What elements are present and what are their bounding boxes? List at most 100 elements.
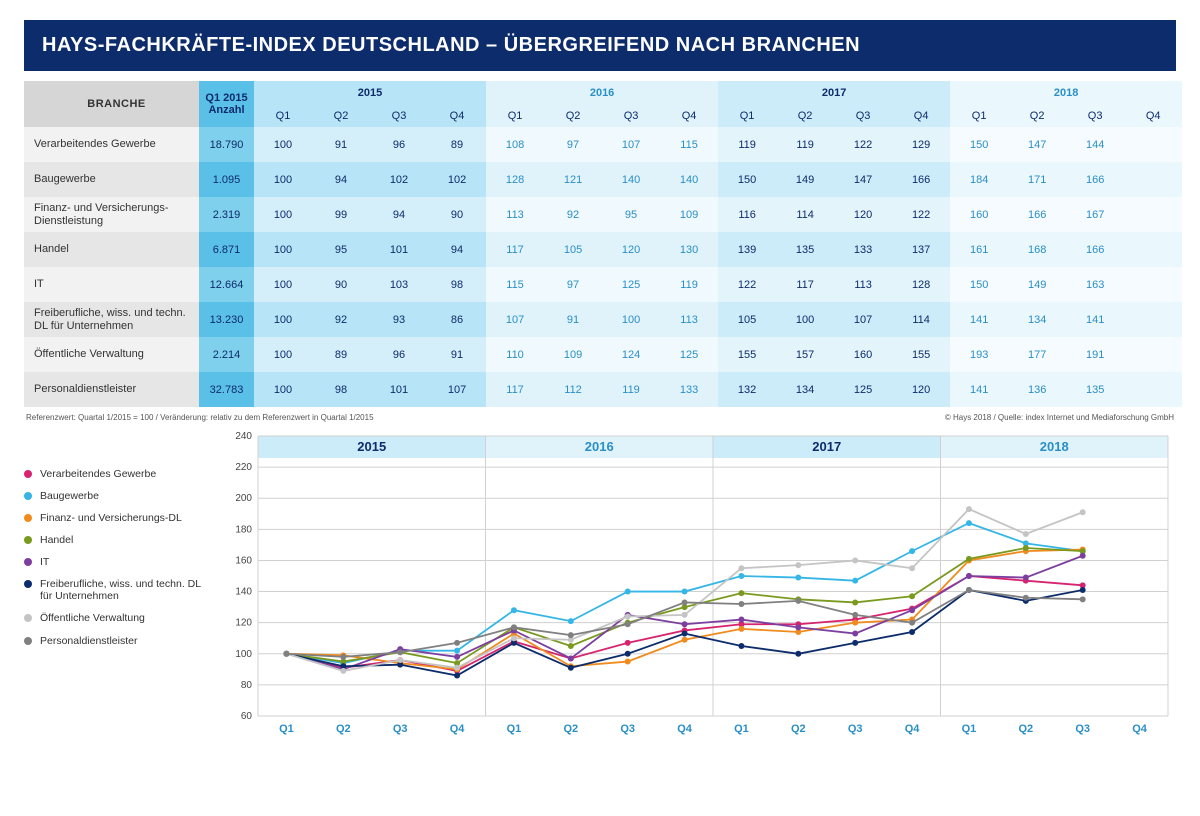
row-anzahl: 32.783 (199, 372, 254, 407)
table-cell: 108 (486, 127, 544, 162)
col-header-quarter: Q3 (602, 105, 660, 127)
table-cell: 96 (370, 127, 428, 162)
table-cell: 193 (950, 337, 1008, 372)
legend-item: Personaldienstleister (24, 635, 214, 647)
col-header-branche: BRANCHE (24, 81, 199, 127)
row-anzahl: 6.871 (199, 232, 254, 267)
table-cell: 112 (544, 372, 602, 407)
table-cell: 98 (312, 372, 370, 407)
row-label: IT (24, 267, 199, 302)
table-cell: 95 (312, 232, 370, 267)
table-cell: 141 (950, 372, 1008, 407)
table-cell: 94 (312, 162, 370, 197)
legend-label: Freiberufliche, wiss. und techn. DL für … (40, 578, 214, 602)
legend-label: Verarbeitendes Gewerbe (40, 468, 156, 480)
table-cell: 133 (660, 372, 718, 407)
legend-marker-icon (24, 536, 32, 544)
legend-marker-icon (24, 558, 32, 566)
svg-text:180: 180 (235, 524, 252, 535)
table-cell: 120 (602, 232, 660, 267)
row-label: Freiberufliche, wiss. und techn. DL für … (24, 302, 199, 337)
row-anzahl: 2.319 (199, 197, 254, 232)
table-cell: 113 (834, 267, 892, 302)
row-label: Handel (24, 232, 199, 267)
table-cell: 120 (892, 372, 950, 407)
table-cell: 107 (486, 302, 544, 337)
svg-text:Q4: Q4 (677, 723, 693, 735)
row-anzahl: 13.230 (199, 302, 254, 337)
table-cell (1124, 267, 1182, 302)
svg-text:Q1: Q1 (962, 723, 977, 735)
table-cell: 134 (1008, 302, 1066, 337)
legend-item: Öffentliche Verwaltung (24, 612, 214, 624)
table-cell (1124, 337, 1182, 372)
line-chart: 2015201620172018608010012014016018020022… (224, 430, 1174, 740)
table-cell: 100 (254, 267, 312, 302)
table-cell: 122 (718, 267, 776, 302)
row-anzahl: 12.664 (199, 267, 254, 302)
table-cell: 93 (370, 302, 428, 337)
legend-marker-icon (24, 470, 32, 478)
table-cell (1124, 232, 1182, 267)
table-cell: 91 (544, 302, 602, 337)
svg-text:240: 240 (235, 431, 252, 442)
table-cell: 149 (1008, 267, 1066, 302)
svg-text:2015: 2015 (357, 439, 386, 454)
table-cell: 171 (1008, 162, 1066, 197)
table-cell: 139 (718, 232, 776, 267)
table-cell: 113 (660, 302, 718, 337)
table-cell: 128 (486, 162, 544, 197)
svg-text:Q2: Q2 (336, 723, 351, 735)
table-cell (1124, 372, 1182, 407)
table-cell: 113 (486, 197, 544, 232)
table-cell: 97 (544, 127, 602, 162)
table-cell: 116 (718, 197, 776, 232)
table-cell: 109 (544, 337, 602, 372)
table-cell: 86 (428, 302, 486, 337)
svg-text:2018: 2018 (1040, 439, 1069, 454)
table-cell: 119 (602, 372, 660, 407)
table-cell: 140 (660, 162, 718, 197)
table-cell: 115 (660, 127, 718, 162)
table-cell: 137 (892, 232, 950, 267)
col-header-quarter: Q3 (370, 105, 428, 127)
col-header-quarter: Q1 (950, 105, 1008, 127)
col-header-year: 2016 (486, 81, 718, 105)
table-cell: 105 (544, 232, 602, 267)
table-cell: 100 (254, 372, 312, 407)
table-cell: 100 (254, 197, 312, 232)
svg-text:Q2: Q2 (1018, 723, 1033, 735)
footnote-left: Referenzwert: Quartal 1/2015 = 100 / Ver… (26, 413, 374, 422)
table-cell: 109 (660, 197, 718, 232)
legend-label: Handel (40, 534, 73, 546)
svg-text:2016: 2016 (585, 439, 614, 454)
col-header-quarter: Q1 (718, 105, 776, 127)
table-cell: 149 (776, 162, 834, 197)
svg-text:220: 220 (235, 462, 252, 473)
table-row: IT 12.664 100901039811597125119122117113… (24, 267, 1182, 302)
table-cell: 125 (834, 372, 892, 407)
table-cell: 91 (312, 127, 370, 162)
table-cell: 166 (1066, 232, 1124, 267)
legend-item: Finanz- und Versicherungs-DL (24, 512, 214, 524)
index-table: BRANCHEQ1 2015Anzahl2015201620172018 Q1Q… (24, 81, 1182, 407)
table-cell: 120 (834, 197, 892, 232)
table-cell: 119 (718, 127, 776, 162)
table-cell: 155 (892, 337, 950, 372)
table-cell: 140 (602, 162, 660, 197)
svg-text:Q4: Q4 (450, 723, 466, 735)
legend-label: Finanz- und Versicherungs-DL (40, 512, 182, 524)
table-cell: 100 (776, 302, 834, 337)
table-cell: 168 (1008, 232, 1066, 267)
svg-text:Q4: Q4 (1132, 723, 1148, 735)
svg-text:Q1: Q1 (507, 723, 522, 735)
table-cell: 101 (370, 372, 428, 407)
table-cell: 102 (428, 162, 486, 197)
table-cell: 98 (428, 267, 486, 302)
table-cell: 144 (1066, 127, 1124, 162)
table-cell: 141 (950, 302, 1008, 337)
table-cell: 100 (602, 302, 660, 337)
table-row: Finanz- und Versicherungs-Dienstleistung… (24, 197, 1182, 232)
table-cell: 100 (254, 232, 312, 267)
footnote-right: © Hays 2018 / Quelle: index Internet und… (945, 413, 1174, 422)
